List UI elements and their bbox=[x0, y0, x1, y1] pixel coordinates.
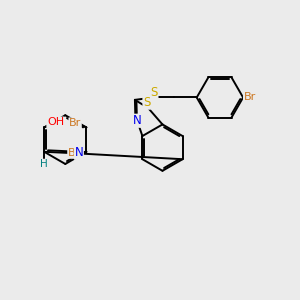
Text: N: N bbox=[132, 114, 141, 127]
Text: OH: OH bbox=[47, 117, 64, 127]
Text: S: S bbox=[151, 86, 158, 99]
Text: H: H bbox=[40, 159, 48, 169]
Text: Br: Br bbox=[68, 148, 80, 158]
Text: S: S bbox=[143, 96, 150, 109]
Text: Br: Br bbox=[244, 92, 256, 103]
Text: N: N bbox=[75, 146, 83, 159]
Text: Br: Br bbox=[69, 118, 81, 128]
